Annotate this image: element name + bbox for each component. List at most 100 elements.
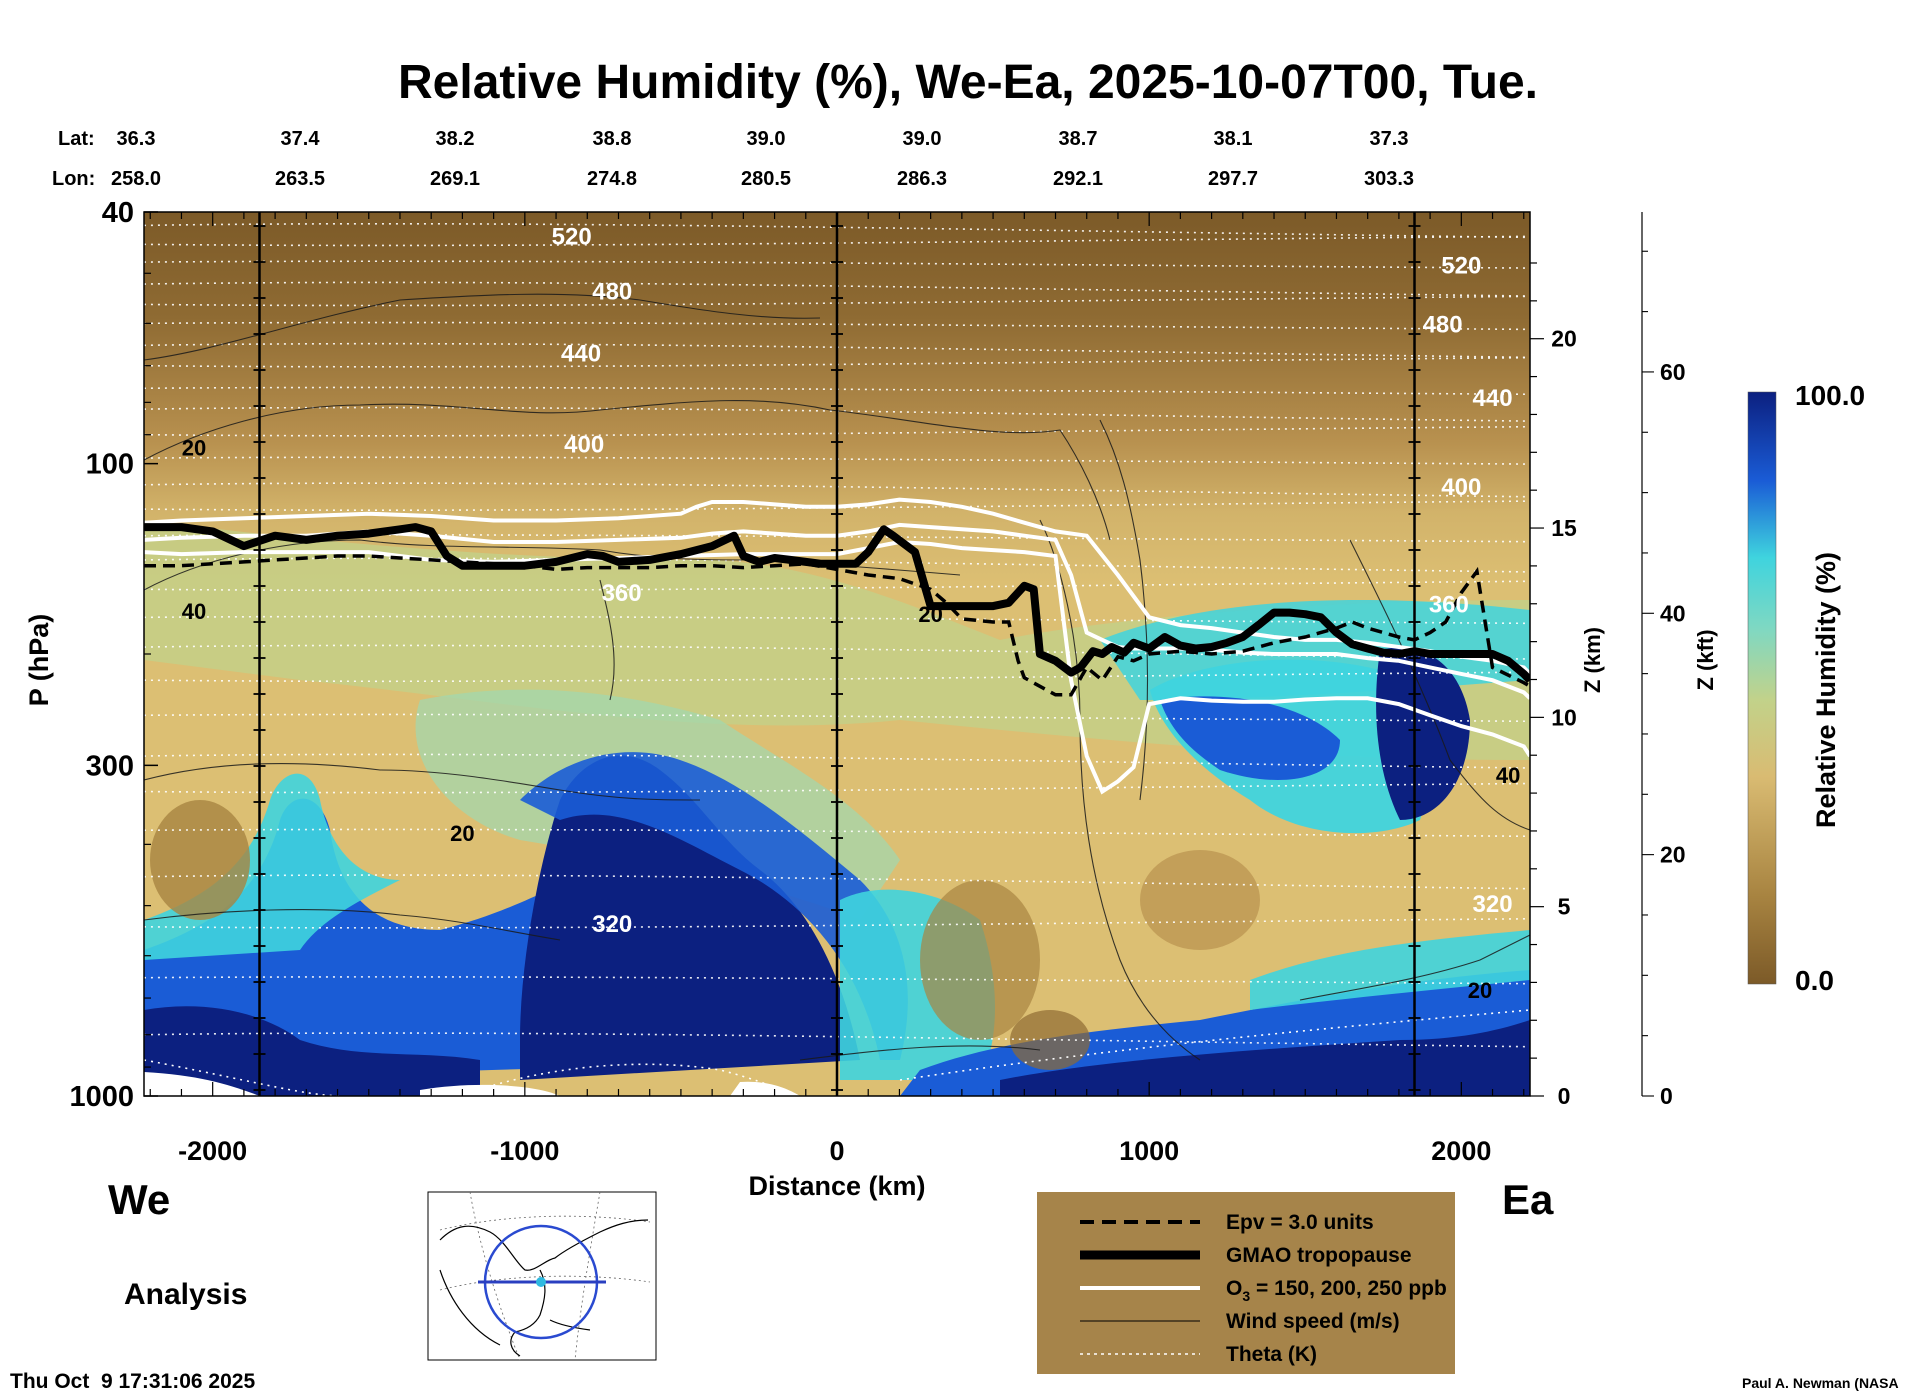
y-axis-pressure: 40 100 300 1000 <box>69 197 158 1113</box>
colorbar-gradient <box>1747 391 1777 985</box>
lon-value: 286.3 <box>897 168 947 190</box>
z-kft-tick-label: 0 <box>1660 1083 1673 1109</box>
theta-label: 520 <box>1441 252 1481 279</box>
lat-lon-header: Lat: Lon: 36.3 37.4 38.2 38.8 39.0 39.0 38.7 38… <box>52 128 1414 190</box>
wind-contour-20-low <box>144 909 561 941</box>
x-axis: -2000 -1000 0 1000 2000 <box>149 212 1525 1166</box>
theta-label: 320 <box>1473 891 1513 918</box>
lon-value: 280.5 <box>741 168 791 190</box>
theta-line <box>144 1009 1530 1096</box>
x-tick-label: 2000 <box>1431 1136 1491 1166</box>
z-km-tick-label: 0 <box>1558 1083 1571 1109</box>
inset-map <box>427 1191 657 1361</box>
dry-pocket-center <box>920 880 1040 1040</box>
theta-label: 520 <box>552 223 592 250</box>
y-axis-label: P (hPa) <box>24 614 54 707</box>
wind-contour-mid <box>144 762 701 801</box>
x-axis-label: Distance (km) <box>748 1171 925 1201</box>
vertical-markers <box>253 212 1421 1096</box>
theta-isentropes <box>144 222 1530 1096</box>
z-km-tick-label: 5 <box>1558 894 1571 920</box>
legend-ozone-values: = 150, 200, 250 ppb <box>1250 1277 1447 1300</box>
wind-speed-label: 20 <box>1468 978 1492 1003</box>
wind-contour-east-40 <box>1349 539 1530 831</box>
map-graticule <box>439 1191 651 1361</box>
y-axis-z-kft: 0 20 40 60 <box>1641 212 1686 1109</box>
z-kft-tick-label: 40 <box>1660 600 1686 626</box>
lon-value: 292.1 <box>1053 168 1103 190</box>
lat-value: 36.3 <box>117 128 156 150</box>
y-axis-z-km: 0 5 10 15 20 <box>1530 262 1577 1109</box>
wind-contour-east-20 <box>1299 934 1530 1001</box>
lat-label: Lat: <box>58 128 95 150</box>
profile-lines <box>144 497 1530 795</box>
lon-label: Lon: <box>52 168 95 190</box>
y-tick-label: 40 <box>102 197 134 229</box>
legend-tropopause-label: GMAO tropopause <box>1226 1244 1412 1267</box>
wind-speed-label: 40 <box>1496 763 1520 788</box>
dry-pocket-center-2 <box>1010 1010 1090 1070</box>
legend-theta-label: Theta (K) <box>1226 1343 1317 1366</box>
theta-label: 440 <box>561 341 601 368</box>
o3-150-ppb-line <box>144 539 1530 795</box>
east-navy-surface <box>1000 1020 1530 1096</box>
z-km-tick-label: 15 <box>1551 515 1577 541</box>
lon-value: 269.1 <box>430 168 480 190</box>
wind-contour-east-core <box>1099 419 1149 801</box>
chart-title: Relative Humidity (%), We-Ea, 2025-10-07… <box>398 56 1538 109</box>
theta-label: 480 <box>1423 311 1463 338</box>
timestamp: Thu Oct 9 17:31:06 2025 <box>10 1370 255 1393</box>
plot-area: 520 480 440 400 360 320 520 480 440 400 360 320 20 40… <box>144 212 1530 1096</box>
legend-ozone-subscript: 3 <box>1242 1288 1250 1304</box>
lon-value: 297.7 <box>1208 168 1258 190</box>
x-tick-label: 1000 <box>1119 1136 1179 1166</box>
theta-label: 480 <box>592 278 632 305</box>
dry-pocket-east <box>1140 850 1260 950</box>
colorbar-min-label: 0.0 <box>1795 965 1834 996</box>
legend: Epv = 3.0 units GMAO tropopause O3 = 150… <box>1037 1192 1455 1374</box>
lat-value: 38.2 <box>436 128 475 150</box>
east-label: Ea <box>1502 1176 1554 1223</box>
lon-value: 274.8 <box>587 168 637 190</box>
lat-value: 37.3 <box>1370 128 1409 150</box>
legend-ozone-symbol: O <box>1226 1277 1242 1300</box>
x-tick-label: -1000 <box>490 1136 559 1166</box>
lat-value: 38.7 <box>1059 128 1098 150</box>
x-tick-label: -2000 <box>178 1136 247 1166</box>
theta-label: 320 <box>592 911 632 938</box>
dry-pocket-west <box>150 800 250 920</box>
contour-labels: 520 480 440 400 360 320 520 480 440 400 360 320 20 40… <box>182 223 1521 1003</box>
wind-speed-label: 40 <box>182 599 206 624</box>
wind-contour-top <box>144 293 821 361</box>
lat-value: 39.0 <box>747 128 786 150</box>
z-km-axis-label: Z (km) <box>1580 627 1605 693</box>
o3-200-ppb-line <box>144 522 1530 700</box>
central-deep-moist <box>520 755 860 1080</box>
west-label: We <box>108 1176 170 1223</box>
wind-speed-label: 20 <box>918 602 942 627</box>
x-tick-label: 0 <box>829 1136 844 1166</box>
white-surface-gap <box>144 1072 800 1096</box>
theta-label: 360 <box>602 580 642 607</box>
lon-value: 303.3 <box>1364 168 1414 190</box>
lat-value: 39.0 <box>903 128 942 150</box>
y-tick-label: 1000 <box>69 1081 134 1113</box>
wind-contour-20-upper <box>144 399 1111 541</box>
z-kft-axis-label: Z (kft) <box>1693 629 1718 690</box>
wind-contour-jet-west <box>599 579 615 701</box>
wind-contour-surface <box>799 1045 1041 1061</box>
lat-value: 38.8 <box>593 128 632 150</box>
map-coastline <box>439 1219 649 1357</box>
wind-speed-label: 20 <box>450 821 474 846</box>
lat-lon-values: 36.3 37.4 38.2 38.8 39.0 39.0 38.7 38.1 37.3 258.… <box>111 128 1414 190</box>
theta-label: 400 <box>564 431 604 458</box>
wind-contour-east-tall <box>1039 519 1201 1061</box>
analysis-label: Analysis <box>124 1278 247 1311</box>
lat-value: 38.1 <box>1214 128 1253 150</box>
theta-label: 360 <box>1429 592 1469 619</box>
theta-label: 400 <box>1441 474 1481 501</box>
colorbar-max-label: 100.0 <box>1795 380 1865 411</box>
y-tick-label: 300 <box>86 750 134 782</box>
legend-wind-label: Wind speed (m/s) <box>1226 1310 1400 1333</box>
